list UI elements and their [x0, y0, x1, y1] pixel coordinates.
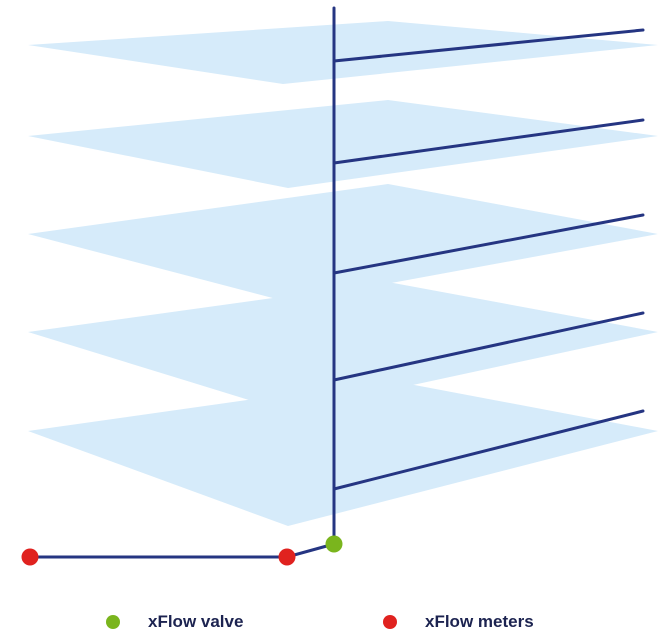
branch-pipe-3 [332, 213, 645, 275]
nodes [21, 535, 343, 566]
floor-plane-1 [28, 380, 658, 526]
floor-plane-3 [28, 184, 658, 302]
floor-planes [28, 21, 658, 526]
branch-pipe-1 [332, 409, 645, 491]
floor-plane-5 [28, 21, 658, 84]
valve-node [325, 535, 343, 553]
floor-plane-4 [28, 100, 658, 188]
legend-item-valve: xFlow valve [106, 612, 243, 632]
legend-label-valve: xFlow valve [148, 612, 244, 631]
branch-pipe-5 [332, 28, 645, 63]
meter-left [21, 548, 39, 566]
legend-label-meters: xFlow meters [425, 612, 534, 631]
legend-item-meters: xFlow meters [383, 612, 534, 632]
green-dot-icon [106, 615, 120, 629]
floor-plane-2 [28, 282, 658, 412]
red-dot-icon [383, 615, 397, 629]
branch-pipe-2 [332, 311, 645, 382]
pipes [28, 6, 645, 559]
branch-pipe-4 [332, 118, 645, 165]
meter-right [278, 548, 296, 566]
